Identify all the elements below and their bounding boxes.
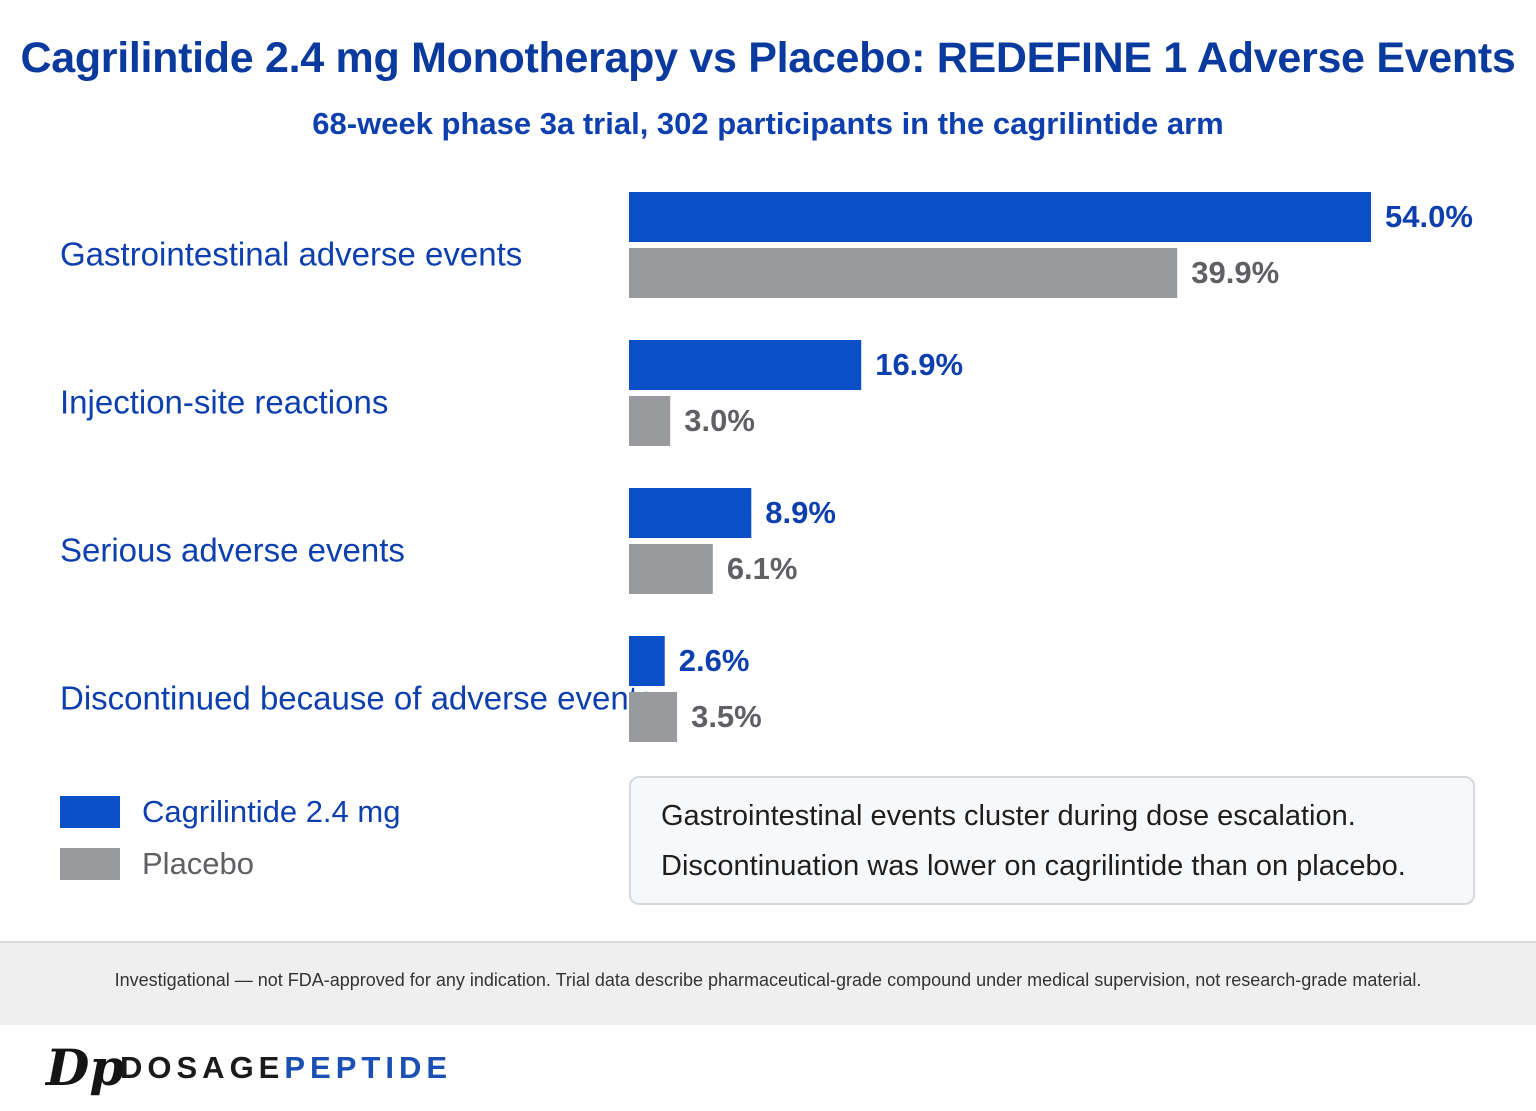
brand-logo-icon: Dp — [46, 1038, 125, 1097]
brand-name: DOSAGEPEPTIDE — [120, 1050, 452, 1086]
value-label-placebo: 39.9% — [1191, 255, 1279, 290]
chart-subtitle: 68-week phase 3a trial, 302 participants… — [312, 106, 1224, 141]
legend-swatch-cagrilintide — [60, 796, 120, 828]
category-label: Serious adverse events — [60, 532, 405, 569]
value-label-cagrilintide: 54.0% — [1385, 199, 1473, 234]
footer-disclaimer-band: Investigational — not FDA-approved for a… — [0, 941, 1536, 1025]
note-line-1: Gastrointestinal events cluster during d… — [661, 800, 1356, 832]
category-label: Injection-site reactions — [60, 384, 388, 421]
bar-cagrilintide — [629, 488, 752, 538]
legend-swatch-placebo — [60, 848, 120, 880]
note-box: Gastrointestinal events cluster during d… — [629, 776, 1475, 905]
bar-cagrilintide — [629, 340, 862, 390]
value-label-cagrilintide: 8.9% — [765, 495, 836, 530]
bar-placebo — [629, 692, 678, 742]
bar-placebo — [629, 396, 671, 446]
value-label-placebo: 3.0% — [684, 403, 755, 438]
note-line-2: Discontinuation was lower on cagrilintid… — [661, 850, 1406, 882]
brand-name-part1: DOSAGE — [120, 1050, 285, 1085]
value-label-placebo: 6.1% — [727, 551, 798, 586]
bar-placebo — [629, 544, 713, 594]
brand-name-part2: PEPTIDE — [284, 1050, 453, 1085]
chart-title: Cagrilintide 2.4 mg Monotherapy vs Place… — [20, 34, 1516, 82]
legend-label-cagrilintide: Cagrilintide 2.4 mg — [142, 794, 401, 829]
value-label-placebo: 3.5% — [691, 699, 762, 734]
value-label-cagrilintide: 16.9% — [875, 347, 963, 382]
category-label: Discontinued because of adverse events — [60, 680, 654, 717]
bar-chart: Gastrointestinal adverse events 54.0% 39.9… — [60, 192, 1473, 742]
category-label: Gastrointestinal adverse events — [60, 236, 522, 273]
bar-placebo — [629, 248, 1178, 298]
legend-label-placebo: Placebo — [142, 846, 255, 881]
bar-cagrilintide — [629, 636, 665, 686]
footer-disclaimer: Investigational — not FDA-approved for a… — [114, 970, 1422, 990]
value-label-cagrilintide: 2.6% — [679, 643, 750, 678]
bar-cagrilintide — [629, 192, 1371, 242]
